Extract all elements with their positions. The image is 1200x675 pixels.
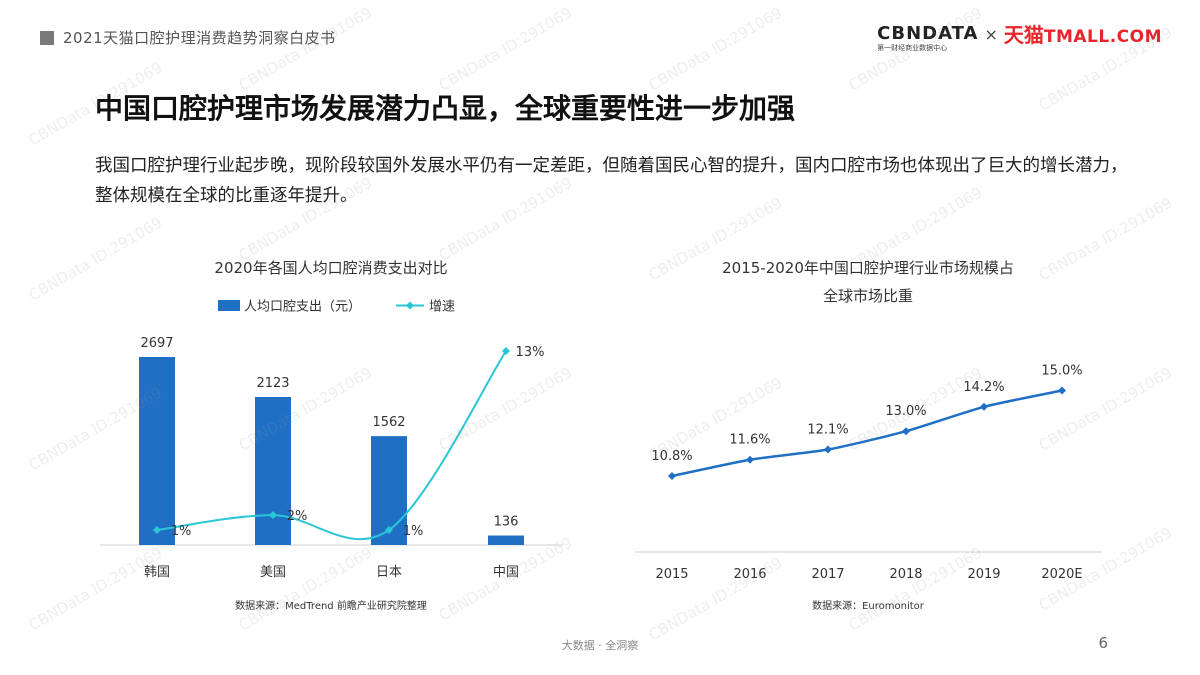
- share-marker: [668, 472, 676, 480]
- year-label: 2016: [733, 567, 766, 582]
- share-marker: [824, 445, 832, 454]
- report-title: 2021天猫口腔护理消费趋势洞察白皮书: [63, 29, 336, 47]
- growth-value-label: 1%: [171, 524, 192, 539]
- tmall-logo: 天猫TMALL.COM: [1004, 24, 1162, 48]
- bar-value-label: 2697: [140, 336, 173, 351]
- logo: CBNDATA 第一财经商业数据中心 × 天猫TMALL.COM: [877, 24, 1162, 58]
- bar: [488, 535, 524, 545]
- growth-marker: [502, 347, 510, 355]
- growth-value-label: 13%: [516, 345, 545, 360]
- share-line: [671, 389, 1063, 478]
- page-number: 6: [1098, 634, 1108, 652]
- line-chart-title-line-2: 全球市场比重: [823, 287, 913, 305]
- header-marker: [40, 31, 54, 45]
- year-label: 2019: [967, 567, 1000, 582]
- legend-bar-label: 人均口腔支出（元）: [244, 300, 361, 315]
- category-label: 美国: [260, 565, 286, 580]
- bar-chart-title: 2020年各国人均口腔消费支出对比: [214, 259, 447, 277]
- tmall-logo-cn: 天猫: [1003, 23, 1044, 47]
- growth-line: [156, 350, 507, 541]
- cbndata-logo-text: CBNDATA: [877, 23, 979, 44]
- share-marker: [1058, 386, 1066, 395]
- cbndata-logo: CBNDATA 第一财经商业数据中心: [877, 24, 978, 53]
- year-label: 2017: [811, 567, 844, 582]
- share-value-label: 14.2%: [963, 380, 1004, 395]
- growth-value-label: 2%: [287, 509, 308, 524]
- legend-line-marker: [406, 301, 414, 310]
- share-value-label: 13.0%: [885, 404, 926, 419]
- footer-brand: 大数据 · 全洞察: [561, 639, 639, 652]
- share-value-label: 10.8%: [651, 449, 692, 464]
- growth-markers: 1% 2% 1% 13%: [153, 345, 544, 539]
- bar: [139, 357, 175, 545]
- growth-value-label: 1%: [403, 524, 424, 539]
- line-chart-source: 数据来源：Euromonitor: [812, 599, 925, 612]
- category-label: 中国: [493, 565, 519, 580]
- share-value-label: 12.1%: [807, 423, 848, 438]
- page-title: 中国口腔护理市场发展潜力凸显，全球重要性进一步加强: [95, 92, 796, 125]
- growth-marker: [269, 511, 277, 520]
- bar-chart-legend: 人均口腔支出（元） 增速: [218, 300, 455, 315]
- bar-chart: 2020年各国人均口腔消费支出对比 人均口腔支出（元） 增速 2697 韩国 212…: [100, 259, 563, 612]
- bar-series: 2697 韩国 2123 美国 1562 日本 136 中国: [139, 336, 524, 580]
- bar-value-label: 136: [494, 515, 519, 530]
- line-chart-title-line-1: 2015-2020年中国口腔护理行业市场规模占: [722, 259, 1014, 277]
- legend-bar-swatch: [218, 300, 240, 311]
- share-value-label: 11.6%: [729, 433, 770, 448]
- share-markers: 10.8% 2015 11.6% 2016 12.1% 2017 13.0% 2018 14.2…: [651, 364, 1082, 583]
- year-label: 2018: [889, 567, 922, 582]
- line-chart: 2015-2020年中国口腔护理行业市场规模占 全球市场比重 10.8% 2015…: [635, 259, 1102, 612]
- share-marker: [902, 427, 910, 436]
- bar-value-label: 2123: [256, 376, 289, 391]
- cbndata-logo-subtitle: 第一财经商业数据中心: [877, 44, 948, 52]
- logo-times: ×: [984, 25, 998, 44]
- legend-line-label: 增速: [429, 300, 455, 315]
- growth-marker: [385, 526, 393, 534]
- year-label: 2020E: [1041, 567, 1082, 582]
- bar-chart-source: 数据来源：MedTrend 前瞻产业研究院整理: [235, 599, 427, 612]
- bar: [255, 397, 291, 545]
- year-label: 2015: [655, 567, 688, 582]
- category-label: 日本: [376, 565, 402, 580]
- share-value-label: 15.0%: [1041, 364, 1082, 379]
- category-label: 韩国: [144, 565, 170, 580]
- share-marker: [746, 455, 754, 464]
- share-marker: [980, 402, 988, 411]
- page-description: 我国口腔护理行业起步晚，现阶段较国外发展水平仍有一定差距，但随着国民心智的提升，…: [95, 156, 1128, 206]
- growth-marker: [153, 526, 161, 534]
- bar-value-label: 1562: [372, 415, 405, 430]
- tmall-logo-en: TMALL.COM: [1043, 27, 1162, 47]
